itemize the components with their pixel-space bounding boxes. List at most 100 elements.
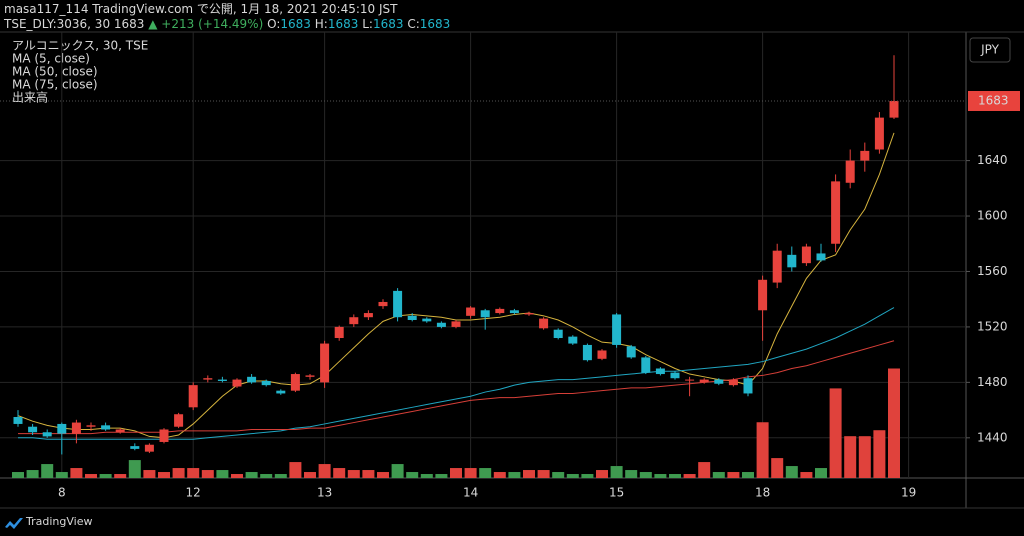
x-tick-label: 14	[463, 486, 478, 500]
candle-body	[349, 317, 359, 325]
x-tick-label: 13	[317, 486, 332, 500]
legend-entry: 出来高	[12, 90, 48, 105]
x-tick-label: 18	[755, 486, 770, 500]
candle-body	[626, 346, 636, 358]
x-tick-label: 15	[609, 486, 624, 500]
volume-bar	[800, 472, 813, 478]
volume-bar	[128, 460, 141, 478]
candle-body	[831, 181, 841, 244]
candle-body	[305, 375, 315, 377]
candle-body	[758, 279, 768, 311]
candle-body	[539, 318, 549, 329]
ohlc-label: C:	[407, 17, 420, 31]
volume-bar	[858, 436, 871, 478]
candle-body	[787, 254, 797, 268]
volume-bar	[654, 474, 667, 478]
volume-bar	[479, 468, 492, 478]
volume-bar	[172, 468, 185, 478]
tv-logo	[5, 518, 23, 529]
candle-body	[655, 368, 665, 375]
candle-body	[801, 246, 811, 264]
volume-bar	[639, 472, 652, 478]
candle-body	[582, 344, 592, 361]
volume-bar	[596, 470, 608, 478]
candle-body	[685, 379, 695, 381]
currency[interactable]: JPY	[980, 43, 1000, 57]
volume-bar	[158, 472, 170, 478]
volume-bar	[245, 472, 258, 478]
ohlc: O:1683 H:1683 L:1683 C:1683	[267, 17, 450, 31]
candle-body	[232, 379, 242, 387]
candle-body	[203, 378, 213, 380]
volume-bar	[143, 470, 156, 478]
x-tick-label: 12	[186, 486, 201, 500]
candle-body	[217, 379, 227, 381]
volume-bar	[362, 470, 375, 478]
volume-bar	[873, 430, 886, 478]
volume-bar	[493, 472, 506, 478]
volume-bar	[391, 464, 404, 478]
y-tick-label: 1640	[977, 153, 1008, 167]
candle-body	[247, 376, 257, 383]
ohlc-label: O:	[267, 17, 281, 31]
legend-entry: MA (75, close)	[12, 78, 98, 92]
volume-bar	[566, 474, 579, 478]
candle-body	[393, 290, 403, 318]
volume-bar	[785, 466, 798, 478]
candle-body	[422, 318, 432, 322]
y-tick-label: 1480	[977, 375, 1008, 389]
quote-line: TSE_DLY:3036, 30 1683 ▲ +213 (+14.49%) O…	[4, 17, 450, 32]
volume-bar	[756, 422, 769, 478]
volume-bar	[70, 468, 83, 478]
x-tick-label: 8	[58, 486, 66, 500]
volume-bar	[844, 436, 857, 478]
volume-bar	[727, 472, 740, 478]
candle-body	[159, 429, 169, 442]
candle-body	[290, 374, 300, 391]
candle-body	[466, 307, 476, 316]
candle-body	[407, 315, 417, 320]
volume-bar	[771, 458, 784, 478]
volume-bar	[347, 470, 360, 478]
currency-button[interactable]	[969, 37, 1011, 63]
volume-bar	[318, 464, 331, 478]
volume-bar	[231, 474, 243, 478]
legend-title: アルコニックス, 30, TSE	[12, 39, 148, 53]
volume-bar	[450, 468, 462, 478]
candle-body	[816, 253, 826, 261]
volume-bar	[625, 470, 638, 478]
candle-body	[144, 444, 154, 452]
candle-body	[553, 329, 563, 339]
volume-bar	[114, 474, 127, 478]
volume-bar	[201, 470, 214, 478]
volume-bar	[274, 474, 287, 478]
volume-bar	[435, 474, 448, 478]
ohlc-label: H:	[314, 17, 328, 31]
candle-body	[670, 372, 680, 379]
y-tick-label: 1520	[977, 319, 1008, 333]
volume-bar	[99, 474, 112, 478]
ohlc-value: 1683	[327, 17, 359, 31]
volume-bar	[333, 468, 346, 478]
candle-body	[874, 117, 884, 150]
volume-bar	[683, 474, 696, 478]
ohlc-value: 1683	[372, 17, 404, 31]
published-line: masa117_114 TradingView.com で公開, 1月 18, …	[4, 2, 398, 16]
candle-body	[568, 336, 578, 344]
candle-body	[13, 417, 23, 424]
volume-bar	[420, 474, 433, 478]
candle-body	[845, 160, 855, 183]
candle-body	[436, 322, 446, 327]
volume-bar	[55, 472, 68, 478]
volume-bar	[712, 472, 725, 478]
volume-bar	[289, 462, 302, 478]
footer-brand: TradingView	[25, 515, 92, 528]
candle-body	[889, 100, 899, 118]
candle-body	[772, 250, 782, 283]
volume-bar	[537, 470, 550, 478]
candle-body	[743, 378, 753, 394]
candle-body	[480, 310, 490, 318]
volume-bar	[26, 470, 39, 478]
